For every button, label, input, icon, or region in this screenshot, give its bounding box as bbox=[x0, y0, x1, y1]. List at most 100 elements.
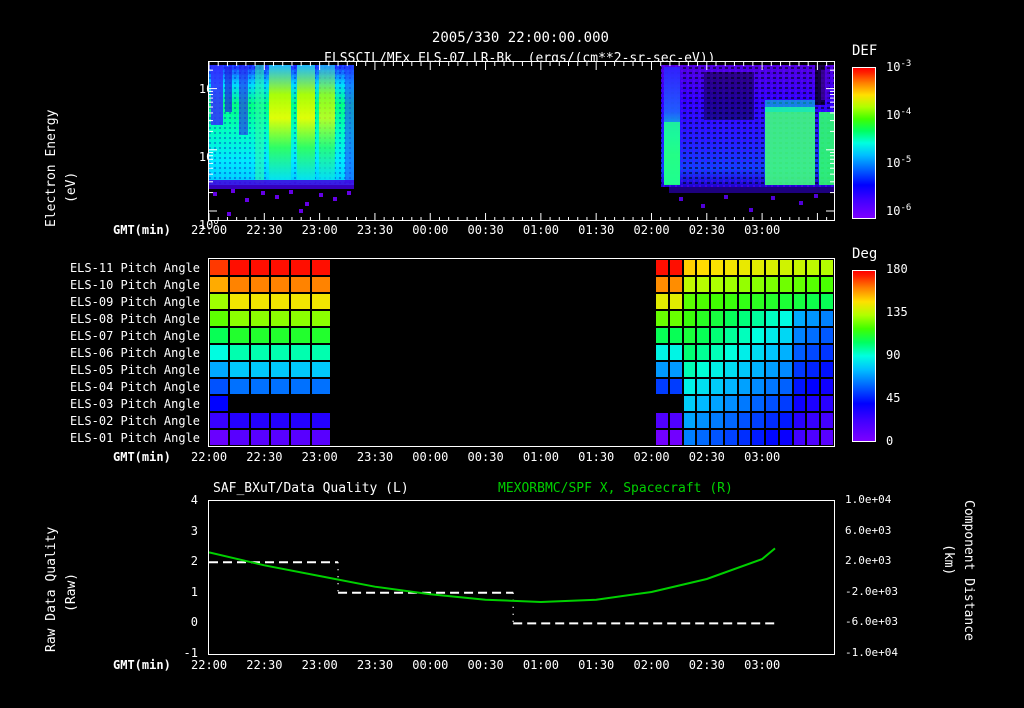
pitch-angle-cell bbox=[655, 310, 669, 327]
pitch-angle-cell bbox=[792, 293, 807, 310]
panel-pitch-angle: ELS-11 Pitch Angle ELS-10 Pitch Angle ELS-… bbox=[0, 246, 1024, 470]
pitch-angle-row-label: ELS-05 Pitch Angle bbox=[69, 363, 200, 377]
pitch-angle-cell bbox=[820, 310, 834, 327]
pitch-angle-cell bbox=[209, 259, 230, 276]
panel2-colorbar bbox=[852, 270, 876, 442]
pitch-angle-cell bbox=[270, 259, 291, 276]
pitch-angle-cell bbox=[820, 395, 834, 412]
xtick-label: 01:00 bbox=[522, 658, 559, 672]
pitch-angle-cell bbox=[765, 327, 779, 344]
xtick-label: 23:30 bbox=[356, 658, 394, 672]
cb2-tick-180: 180 bbox=[886, 262, 908, 276]
pitch-angle-cell bbox=[806, 378, 821, 395]
pitch-angle-cell bbox=[737, 429, 752, 446]
pitch-angle-cell bbox=[655, 276, 669, 293]
pitch-angle-cell bbox=[723, 276, 738, 293]
pitch-angle-cell bbox=[751, 327, 766, 344]
pitch-angle-cell bbox=[765, 412, 779, 429]
pitch-angle-cell bbox=[270, 429, 291, 446]
pitch-angle-cell bbox=[778, 429, 793, 446]
xtick-label: 00:30 bbox=[467, 223, 504, 237]
panel3-ylabel-right: Component Distance (km) bbox=[941, 500, 976, 641]
pitch-angle-cell bbox=[820, 327, 834, 344]
xtick-label: 22:00 bbox=[191, 450, 228, 464]
pitch-angle-cell bbox=[682, 344, 697, 361]
pitch-angle-cell bbox=[710, 395, 724, 412]
pitch-angle-cell bbox=[290, 310, 311, 327]
pitch-angle-cell bbox=[765, 395, 779, 412]
pitch-angle-cell bbox=[668, 310, 683, 327]
pitch-angle-cell bbox=[249, 344, 270, 361]
pitch-angle-cell bbox=[290, 344, 311, 361]
pitch-angle-cell bbox=[682, 327, 697, 344]
xtick-label: 22:30 bbox=[246, 658, 283, 672]
pitch-angle-cell bbox=[696, 293, 711, 310]
pitch-angle-cell bbox=[310, 310, 331, 327]
pitch-angle-cell bbox=[820, 429, 834, 446]
pitch-angle-cell bbox=[723, 344, 738, 361]
ytick-label-left: 3 bbox=[190, 523, 198, 538]
pitch-angle-cell bbox=[668, 259, 683, 276]
pitch-angle-cell bbox=[290, 429, 311, 446]
pitch-angle-cell bbox=[778, 361, 793, 378]
pitch-angle-cell bbox=[682, 429, 697, 446]
pitch-angle-row-label: ELS-03 Pitch Angle bbox=[69, 397, 200, 411]
xtick-label: 23:00 bbox=[301, 223, 338, 237]
pitch-angle-cell bbox=[723, 429, 738, 446]
xtick-label: 23:30 bbox=[356, 223, 394, 237]
pitch-angle-cell bbox=[765, 259, 779, 276]
pitch-angle-cell bbox=[778, 276, 793, 293]
panel3-ytick-labels-right: 1.0e+04 6.0e+03 2.0e+03 -2.0e+03 -6.0e+03 -1.… bbox=[845, 493, 929, 659]
ytick-label-left: 2 bbox=[190, 554, 198, 569]
pitch-angle-cell bbox=[778, 412, 793, 429]
cb2-tick-135: 135 bbox=[886, 305, 908, 319]
pitch-angle-cell bbox=[737, 344, 752, 361]
pitch-angle-cell bbox=[723, 327, 738, 344]
xtick-label: 22:00 bbox=[191, 658, 228, 672]
panel1-xlabel: GMT(min) bbox=[113, 223, 171, 237]
pitch-angle-row-label: ELS-04 Pitch Angle bbox=[69, 380, 200, 394]
ytick-label-left: 1 bbox=[190, 584, 198, 599]
pitch-angle-cell bbox=[270, 276, 291, 293]
pitch-angle-cell bbox=[792, 395, 807, 412]
cb2-tick-45: 45 bbox=[886, 391, 901, 405]
pitch-angle-cell bbox=[682, 412, 697, 429]
pitch-angle-cell bbox=[209, 310, 230, 327]
xtick-label: 02:00 bbox=[633, 450, 670, 464]
panel1-ytick-1e0: 100 bbox=[198, 217, 219, 232]
pitch-angle-cell bbox=[723, 361, 738, 378]
spacecraft-distance-trace bbox=[209, 547, 776, 604]
pitch-angle-cell bbox=[792, 378, 807, 395]
pitch-angle-cell bbox=[737, 310, 752, 327]
pitch-angle-cell bbox=[696, 259, 711, 276]
pitch-angle-cell bbox=[290, 276, 311, 293]
pitch-angle-cell bbox=[229, 310, 250, 327]
pitch-angle-cell bbox=[710, 429, 724, 446]
panel3-traces bbox=[209, 547, 776, 625]
panel2-row-labels: ELS-11 Pitch Angle ELS-10 Pitch Angle ELS-… bbox=[60, 258, 205, 448]
pitch-angle-cell bbox=[751, 276, 766, 293]
pitch-angle-cell bbox=[751, 412, 766, 429]
panel1-xtick-labels: 22:00 22:30 23:00 23:30 00:00 00:30 01:00 01:30… bbox=[191, 223, 835, 239]
ytick-label-right: 2.0e+03 bbox=[845, 554, 892, 568]
pitch-angle-cell bbox=[765, 344, 779, 361]
pitch-angle-cell bbox=[209, 395, 230, 412]
xtick-label: 02:30 bbox=[688, 450, 725, 464]
pitch-angle-cell bbox=[778, 259, 793, 276]
pitch-angle-cell bbox=[249, 327, 270, 344]
pitch-angle-cell bbox=[778, 378, 793, 395]
pitch-angle-cell bbox=[696, 395, 711, 412]
pitch-angle-cell bbox=[820, 361, 834, 378]
pitch-angle-cell bbox=[290, 412, 311, 429]
pitch-angle-cell bbox=[765, 429, 779, 446]
panel-data-quality: SAF_BXuT/Data Quality (L) MEXORBMC/SPF X… bbox=[0, 478, 1024, 708]
pitch-angle-cell bbox=[310, 344, 331, 361]
pitch-angle-cell bbox=[737, 327, 752, 344]
ytick-label-right: 1.0e+04 bbox=[845, 493, 892, 506]
ytick-label-left: 4 bbox=[190, 493, 198, 507]
pitch-angle-cell bbox=[710, 378, 724, 395]
pitch-angle-cell bbox=[270, 361, 291, 378]
ytick-label-left: -1 bbox=[183, 646, 198, 660]
pitch-angle-cell bbox=[765, 361, 779, 378]
panel1-spectrogram bbox=[209, 65, 834, 216]
